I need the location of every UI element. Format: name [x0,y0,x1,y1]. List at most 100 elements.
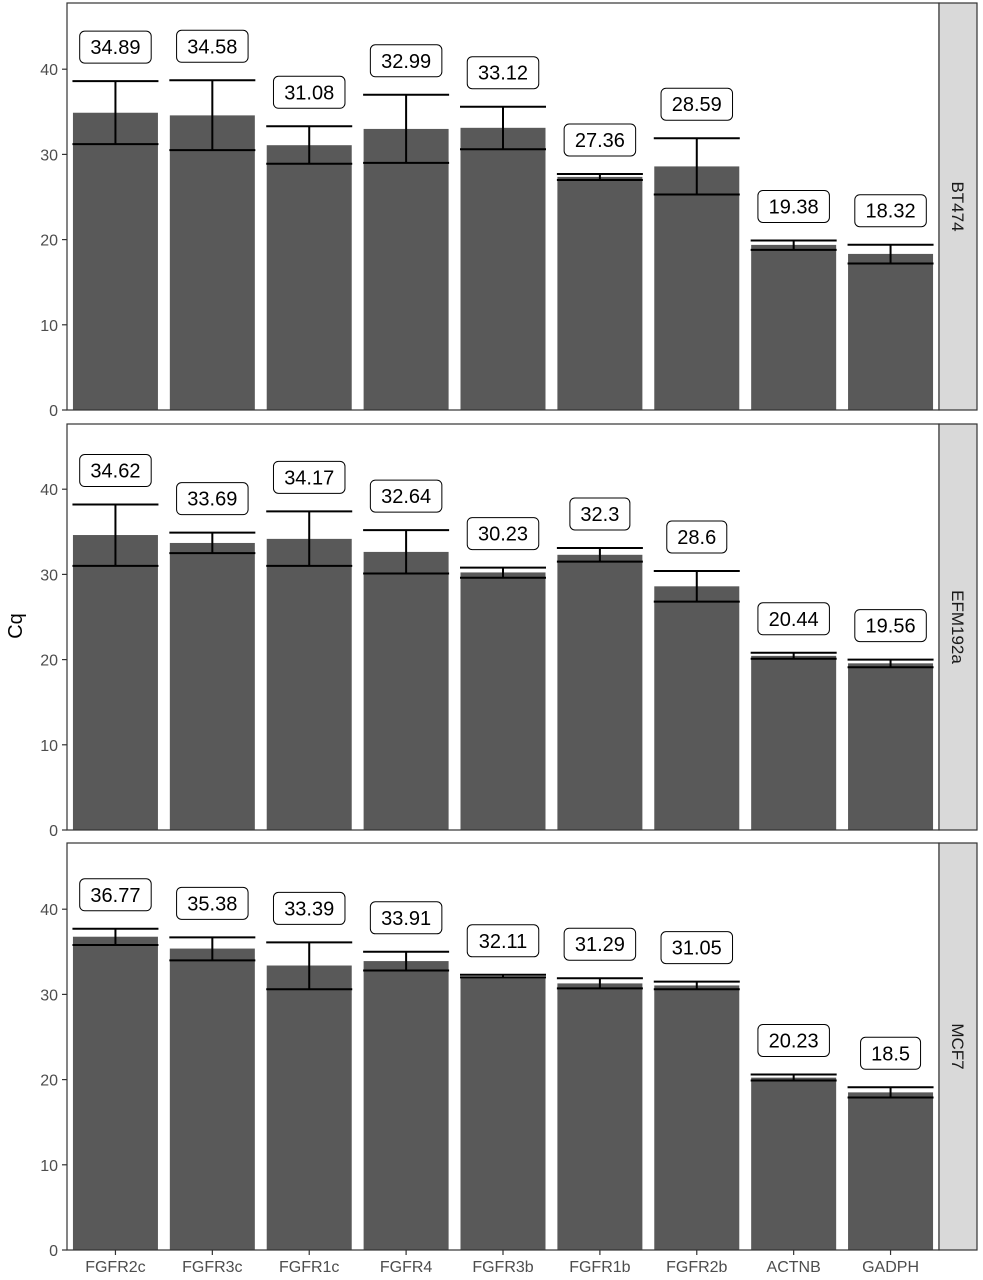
data-label: 32.99 [381,51,431,73]
bar [363,551,449,830]
y-tick-label: 0 [49,1243,58,1260]
data-label: 28.6 [677,527,716,549]
data-label: 35.38 [187,893,237,915]
data-label-box [666,520,728,554]
data-label-box [569,497,631,531]
data-label-box [176,29,249,63]
bar [654,586,740,830]
y-tick-label: 10 [40,738,58,755]
data-label-box [272,75,346,109]
bar [654,166,740,410]
chart-panels: 34.89 34.58 31.08 32.99 33.12 27.36 28.59 19.38… [40,2,978,1260]
x-tick-label: FGFR2c [85,1259,145,1276]
data-label-box [466,924,540,958]
data-label-box [176,886,249,920]
facet-label: MCF7 [948,1023,967,1069]
x-tick-label: ACTNB [767,1259,821,1276]
data-label-box [757,602,830,636]
y-tick-label: 40 [40,902,58,919]
bar [72,535,158,830]
bar [557,983,643,1250]
data-label: 32.64 [381,486,431,508]
data-label-box [272,460,346,494]
data-label: 33.39 [284,898,334,920]
data-label: 30.23 [478,524,528,546]
bar [72,936,158,1250]
bar [363,961,449,1250]
data-label: 27.36 [575,130,625,152]
bar [266,145,352,410]
bar [460,572,546,830]
bar [848,1092,934,1250]
data-label: 33.12 [478,63,528,85]
data-label-box [854,194,927,228]
panel-bt474: 34.89 34.58 31.08 32.99 33.12 27.36 28.59 19.38… [40,2,978,420]
y-tick-label: 0 [49,823,58,840]
y-tick-label: 10 [40,1158,58,1175]
y-tick-label: 0 [49,403,58,420]
facet-strip [938,423,978,831]
data-label: 31.29 [575,934,625,956]
data-label-box [79,878,152,912]
data-label: 18.5 [871,1043,910,1065]
data-label-box [757,189,830,223]
data-label-box [757,1023,830,1057]
data-label: 19.38 [769,196,819,218]
bar [169,115,255,410]
facet-strip [938,842,978,1251]
bar [169,948,255,1250]
y-tick-label: 40 [40,62,58,79]
x-tick-label: FGFR2b [666,1259,727,1276]
data-label: 19.56 [866,616,916,638]
bar [460,976,546,1250]
data-label: 34.62 [90,461,140,483]
facet-label: BT474 [948,181,967,231]
data-label-box [369,479,443,513]
data-label-box [466,56,540,90]
data-label-box [466,517,540,551]
panel-efm192a: 34.62 33.69 34.17 32.64 30.23 32.3 28.6 20.44 19… [40,423,978,840]
data-label: 20.44 [769,609,819,631]
x-tick-label: GADPH [862,1259,919,1276]
y-axis-title: Cq [5,613,27,639]
data-label-box [660,87,734,121]
data-label: 34.17 [284,467,334,489]
panel-mcf7: 36.77 35.38 33.39 33.91 32.11 31.29 31.05 20.23… [40,842,978,1260]
data-label-box [563,123,637,157]
data-label-box [563,927,637,961]
data-label: 18.32 [866,201,916,223]
data-label-box [854,609,927,643]
y-tick-label: 20 [40,1073,58,1090]
bar [72,112,158,411]
facet-strip [938,2,978,411]
y-tick-label: 40 [40,482,58,499]
bar [848,253,934,410]
bar [266,538,352,830]
data-label: 31.08 [284,82,334,104]
bar [460,127,546,410]
x-tick-label: FGFR3c [182,1259,242,1276]
x-tick-label: FGFR3b [472,1259,533,1276]
y-tick-label: 30 [40,147,58,164]
data-label-box [272,891,346,925]
x-tick-label: FGFR1c [279,1259,339,1276]
data-label-box [176,482,249,516]
data-label-box [79,454,152,488]
bar [751,244,837,410]
data-label-box [79,30,152,64]
data-label: 32.3 [580,504,619,526]
data-label: 32.11 [479,931,528,953]
bar [654,985,740,1250]
data-label: 20.23 [769,1030,819,1052]
y-tick-label: 30 [40,987,58,1004]
bar [848,663,934,830]
data-label: 34.89 [90,37,140,59]
y-tick-label: 30 [40,567,58,584]
x-tick-label: FGFR1b [569,1259,630,1276]
data-label: 36.77 [90,885,140,907]
data-label: 33.69 [187,489,237,511]
bar [751,1077,837,1250]
data-label: 31.05 [672,938,722,960]
bar [557,176,643,410]
